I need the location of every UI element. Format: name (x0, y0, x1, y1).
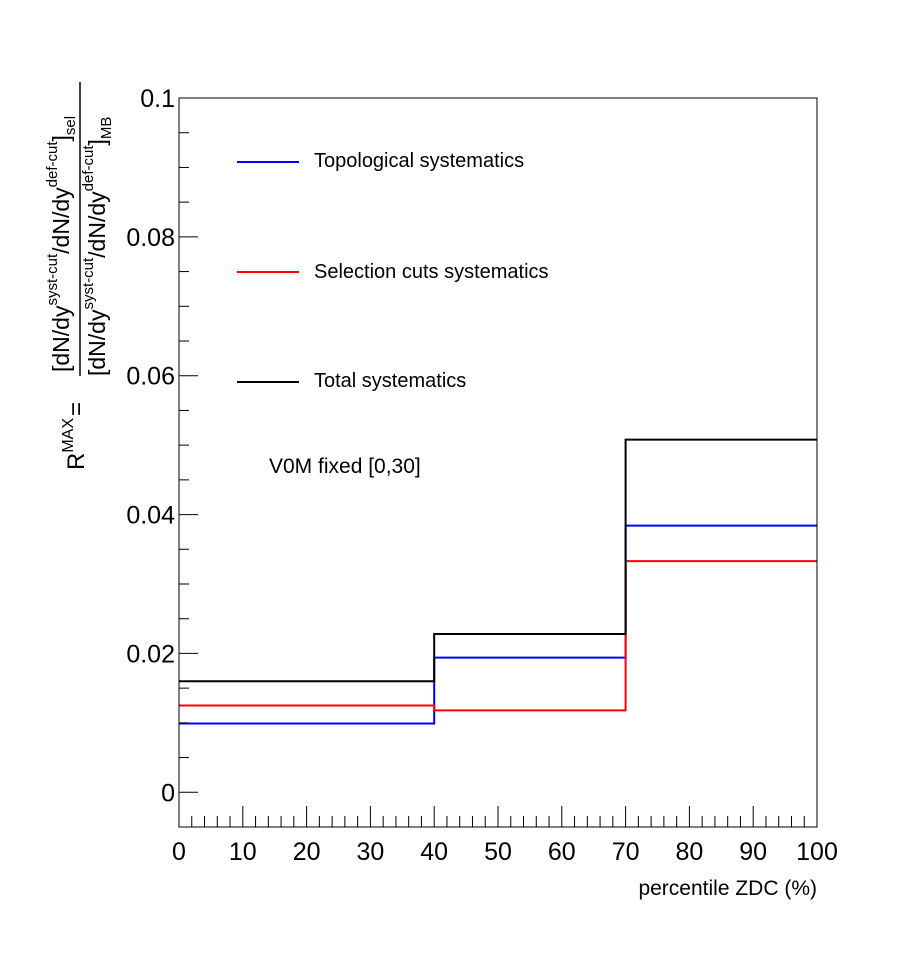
legend-label-total: Total systematics (314, 370, 466, 392)
x-tick-label: 30 (356, 838, 384, 866)
annotation-v0m: V0M fixed [0,30] (269, 455, 421, 478)
svg-text:RMAX=: RMAX = (60, 402, 90, 470)
y-title-den-close: ] (84, 139, 110, 145)
x-tick-label: 40 (420, 838, 448, 866)
y-title-lhs-sup: MAX (60, 418, 77, 453)
legend-label-selection: Selection cuts systematics (314, 261, 549, 283)
x-tick-label: 60 (548, 838, 576, 866)
x-tick-label: 0 (172, 838, 186, 866)
svg-text:[dN/dysyst-cut/dN/dydef-cut]MB: [dN/dysyst-cut/dN/dydef-cut]MB (80, 117, 115, 376)
y-title-den-sub: MB (98, 117, 115, 140)
series-topological-systematics (179, 524, 817, 725)
series-total-systematics (179, 438, 817, 683)
y-title-lhs: R (63, 453, 90, 470)
x-tick-label: 20 (293, 838, 321, 866)
y-axis-title: RMAX= [dN/dysyst-cut/dN/dydef-cut]sel [d… (44, 82, 115, 470)
legend: Topological systematics Selection cuts s… (237, 150, 549, 392)
y-tick-label: 0 (161, 779, 175, 807)
y-title-den-mid: /dN/dy (84, 191, 110, 258)
x-tick-label: 80 (675, 838, 703, 866)
y-tick-label: 0.02 (126, 640, 175, 668)
y-title-num-mid: /dN/dy (48, 187, 74, 254)
y-title-num-sub: sel (62, 116, 79, 135)
y-tick-label: 0.04 (126, 502, 175, 530)
plot-frame (178, 97, 818, 828)
y-title-num-sup1: syst-cut (44, 253, 61, 306)
series-selection-cuts-systematics (179, 560, 817, 712)
y-title-num-close: ] (48, 135, 74, 141)
x-tick-label: 70 (612, 838, 640, 866)
y-tick-label: 0.1 (140, 85, 175, 113)
legend-label-topological: Topological systematics (314, 150, 524, 172)
y-tick-label: 0.08 (126, 224, 175, 252)
svg-text:[dN/dysyst-cut/dN/dydef-cut]se: [dN/dysyst-cut/dN/dydef-cut]sel (44, 116, 79, 372)
x-axis-title: percentile ZDC (%) (638, 877, 817, 900)
y-title-eq: = (63, 402, 90, 416)
x-tick-label: 90 (739, 838, 767, 866)
series-layer (179, 438, 817, 725)
axis-layer: 0 0.02 0.04 0.06 0.08 0.1 0 10 20 30 40 50 60 70 80 90 1… (126, 85, 838, 866)
x-tick-label: 10 (229, 838, 257, 866)
x-tick-label: 50 (484, 838, 512, 866)
y-title-num-sup2: def-cut (44, 141, 61, 188)
x-tick-label: 100 (796, 838, 838, 866)
y-title-den-open: [dN/dy (84, 309, 110, 376)
y-title-num-open: [dN/dy (48, 305, 74, 372)
y-title-den-sup2: def-cut (80, 145, 97, 192)
y-title-den-sup1: syst-cut (80, 257, 97, 310)
y-tick-label: 0.06 (126, 363, 175, 391)
